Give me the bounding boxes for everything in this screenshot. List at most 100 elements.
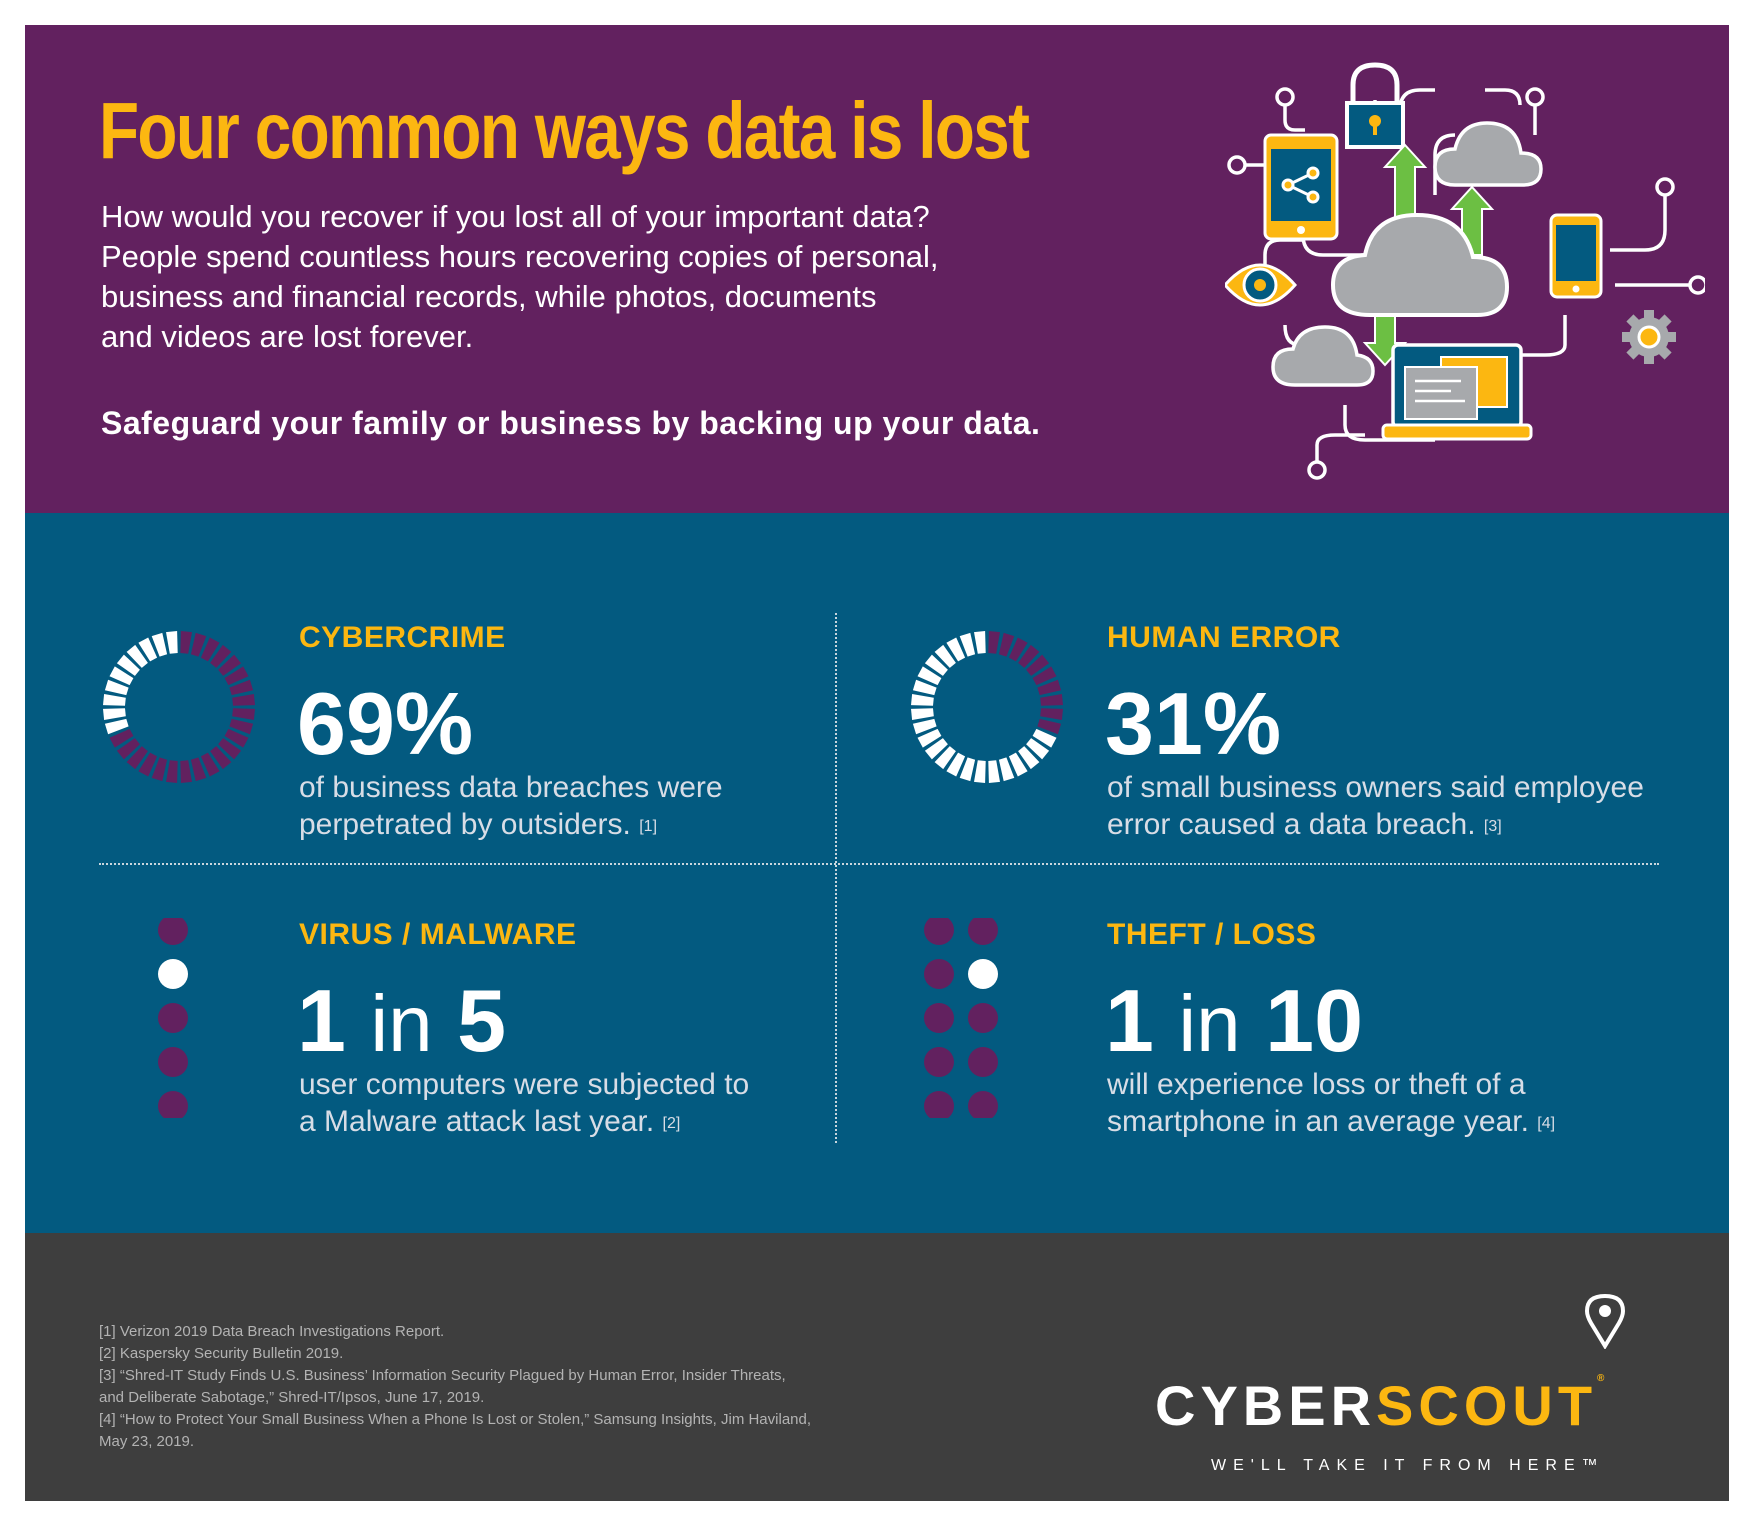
ring-segment xyxy=(210,644,232,668)
desc-line: user computers were subjected to xyxy=(299,1068,750,1101)
ring-segment xyxy=(988,631,1000,654)
ring-segment xyxy=(974,760,986,783)
dot xyxy=(924,1091,954,1118)
footnote: and Deliberate Sabotage,” Shred-IT/Ipsos… xyxy=(99,1389,485,1406)
stat-figure: 69% xyxy=(297,674,474,773)
ring-segment xyxy=(218,654,242,676)
ring-segment xyxy=(232,694,255,706)
ring-segment xyxy=(180,631,192,654)
ring-segment xyxy=(166,760,178,783)
ring-segment xyxy=(166,631,178,654)
dot xyxy=(968,1003,998,1033)
ring-segment xyxy=(200,752,220,777)
ring-segment xyxy=(103,694,126,706)
dot xyxy=(924,918,954,945)
infographic: Four common ways data is lost How would … xyxy=(25,25,1729,1501)
page-title: Four common ways data is lost xyxy=(99,86,1030,175)
ring-segment xyxy=(224,666,249,686)
intro-line: People spend countless hours recovering … xyxy=(101,239,939,274)
ring-segment xyxy=(1032,666,1057,686)
dot xyxy=(924,1047,954,1077)
stat-description: user computers were subjected to a Malwa… xyxy=(299,1066,819,1140)
dot xyxy=(968,1091,998,1118)
ring-segment xyxy=(1040,708,1063,720)
ring-segment xyxy=(1037,679,1062,696)
dot xyxy=(924,1003,954,1033)
ring-segment xyxy=(934,644,956,668)
ring-segment xyxy=(1037,718,1062,735)
ring-segment xyxy=(126,644,148,668)
ring-segment xyxy=(1008,637,1028,662)
horizontal-divider xyxy=(99,863,1659,865)
ring-segment xyxy=(1032,728,1057,748)
dot xyxy=(968,1047,998,1077)
desc-line: will experience loss or theft of a xyxy=(1107,1068,1526,1101)
ring-segment xyxy=(190,632,207,657)
desc-line: of small business owners said employee xyxy=(1107,771,1644,804)
ring-segment xyxy=(959,757,976,782)
main-cloud-icon xyxy=(1330,212,1510,317)
vertical-divider xyxy=(835,613,837,1143)
ring-segment xyxy=(911,694,934,706)
ring-segment xyxy=(946,637,966,662)
footnote: [4] “How to Protect Your Small Business … xyxy=(99,1411,812,1428)
intro-line: and videos are lost forever. xyxy=(101,319,474,354)
ring-segment xyxy=(229,718,254,735)
category-label: HUMAN ERROR xyxy=(1107,621,1341,654)
footnote: [3] “Shred-IT Study Finds U.S. Business’… xyxy=(99,1367,786,1384)
ring-segment xyxy=(1018,746,1040,770)
malware-dot-chart xyxy=(158,918,188,1118)
stat-figure: 31% xyxy=(1105,674,1282,773)
cyberscout-logo: CYBERSCOUT® WE'LL TAKE IT FROM HERE™ xyxy=(1155,1293,1695,1474)
cybercrime-ring-chart xyxy=(103,631,255,783)
ratio-den: 5 xyxy=(457,971,507,1070)
ring-segment xyxy=(109,666,134,686)
brand-wordmark: CYBERSCOUT® xyxy=(1155,1373,1675,1438)
desc-line: smartphone in an average year. xyxy=(1107,1105,1529,1138)
footnote: [1] Verizon 2019 Data Breach Investigati… xyxy=(99,1323,445,1340)
ring-segment xyxy=(946,752,966,777)
tablet-icon xyxy=(1263,133,1339,241)
ring-segment xyxy=(959,632,976,657)
ring-segment xyxy=(917,666,942,686)
ring-segment xyxy=(998,757,1015,782)
ring-segment xyxy=(988,760,1000,783)
ring-segment xyxy=(200,637,220,662)
stat-description: will experience loss or theft of a smart… xyxy=(1107,1066,1627,1140)
category-label: THEFT / LOSS xyxy=(1107,918,1317,951)
gear-icon xyxy=(1622,310,1676,364)
human-error-ring-chart xyxy=(911,631,1063,783)
category-label: CYBERCRIME xyxy=(299,621,506,654)
footer-section: [1] Verizon 2019 Data Breach Investigati… xyxy=(25,1233,1729,1501)
dot xyxy=(158,1003,188,1033)
ring-segment xyxy=(151,632,168,657)
dot xyxy=(158,1047,188,1077)
ring-segment xyxy=(1008,752,1028,777)
dot-highlight xyxy=(968,959,998,989)
ring-segment xyxy=(151,757,168,782)
header-section: Four common ways data is lost How would … xyxy=(25,25,1729,513)
stat-figure: 1 in 10 xyxy=(1105,970,1363,1072)
desc-line: error caused a data breach. xyxy=(1107,808,1476,841)
ring-segment xyxy=(232,708,255,720)
dot xyxy=(158,1091,188,1118)
stat-description: of business data breaches were perpetrat… xyxy=(299,769,819,843)
desc-line: a Malware attack last year. xyxy=(299,1105,655,1138)
ratio-in: in xyxy=(1178,979,1241,1068)
stats-section: CYBERCRIME 69% of business data breaches… xyxy=(25,513,1729,1233)
ratio-num: 1 xyxy=(1105,971,1154,1070)
ring-segment xyxy=(138,752,158,777)
eye-icon xyxy=(1225,263,1297,307)
location-pin-icon xyxy=(1585,1293,1625,1349)
footnote: May 23, 2019. xyxy=(99,1433,195,1450)
ring-segment xyxy=(911,708,934,720)
ring-segment xyxy=(912,679,937,696)
ring-segment xyxy=(103,708,126,720)
ring-segment xyxy=(924,654,948,676)
ring-segment xyxy=(109,728,134,748)
laptop-icon xyxy=(1381,343,1533,441)
stat-description: of small business owners said employee e… xyxy=(1107,769,1667,843)
ring-segment xyxy=(1026,654,1050,676)
dot xyxy=(158,918,188,945)
ring-segment xyxy=(974,631,986,654)
